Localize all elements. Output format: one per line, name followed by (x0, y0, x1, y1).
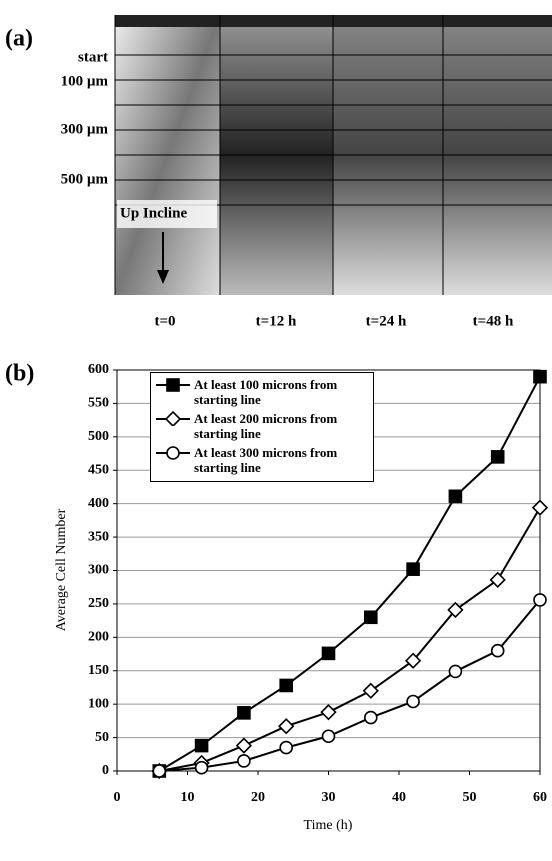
column-label: t=48 h (473, 313, 514, 329)
marker (489, 571, 506, 588)
series-line (159, 599, 541, 772)
y-tick-label: 300 (88, 563, 109, 578)
marker (406, 562, 420, 576)
marker (404, 652, 422, 669)
micrograph (114, 15, 552, 295)
column-label: t=12 h (256, 313, 297, 329)
legend-label: At least 100 microns from starting line (194, 377, 338, 407)
series-line (159, 507, 541, 772)
legend-entry: At least 100 microns from starting line (155, 377, 369, 407)
plot-frame (116, 369, 541, 772)
marker (237, 754, 251, 768)
marker (166, 446, 180, 460)
marker (194, 760, 209, 775)
y-tick-label: 250 (88, 596, 109, 611)
marker (321, 729, 336, 744)
x-tick-label: 40 (392, 790, 406, 805)
marker (490, 643, 505, 658)
series-line (158, 376, 541, 772)
marker (363, 710, 378, 725)
column-label: t=0 (154, 313, 175, 329)
marker (448, 664, 463, 679)
marker (533, 369, 547, 384)
marker (362, 682, 379, 699)
legend-key (156, 411, 190, 426)
marker (194, 738, 209, 753)
marker (278, 718, 295, 735)
annotation: Up Incline (120, 205, 187, 221)
marker (447, 601, 464, 619)
marker (152, 764, 167, 778)
y-tick-label: 600 (88, 362, 109, 377)
marker (166, 378, 180, 392)
x-tick-label: 0 (114, 790, 121, 805)
marker (164, 411, 182, 426)
x-tick-label: 30 (322, 790, 336, 805)
marker (490, 450, 505, 464)
row-label: 500 µm (61, 171, 109, 187)
x-tick-label: 50 (463, 790, 477, 805)
y-tick-label: 100 (88, 696, 109, 711)
x-axis-title: Time (h) (304, 818, 353, 833)
legend: At least 100 microns from starting line A… (150, 372, 374, 482)
marker (321, 646, 336, 661)
legend-entry: At least 200 microns from starting line (155, 411, 369, 441)
row-label: start (78, 49, 108, 65)
x-tick-label: 60 (533, 790, 547, 805)
panel-label: (b) (5, 361, 34, 387)
marker (533, 593, 547, 607)
marker (531, 499, 549, 516)
marker (237, 706, 251, 720)
marker (320, 704, 337, 721)
marker (448, 489, 463, 504)
legend-label: At least 300 microns from starting line (194, 445, 338, 475)
y-tick-label: 350 (88, 529, 109, 544)
row-label: 300 µm (61, 121, 109, 137)
y-tick-label: 400 (88, 496, 109, 511)
row-label: 100 µm (61, 73, 109, 89)
marker (406, 694, 420, 709)
x-tick-label: 10 (181, 790, 195, 805)
marker (363, 610, 378, 625)
y-tick-label: 50 (95, 730, 109, 745)
marker (235, 737, 253, 754)
y-tick-label: 550 (88, 396, 109, 411)
legend-entry: At least 300 microns from starting line (155, 445, 369, 475)
marker (279, 678, 294, 693)
y-axis-title: Average Cell Number (54, 508, 69, 631)
legend-key (156, 446, 190, 460)
y-tick-label: 150 (88, 663, 109, 678)
marker (279, 740, 294, 755)
y-tick-label: 500 (88, 429, 109, 444)
y-tick-label: 450 (88, 462, 109, 477)
legend-label: At least 200 microns from starting line (194, 411, 338, 441)
y-tick-label: 200 (88, 630, 109, 645)
column-label: t=24 h (366, 313, 407, 329)
legend-key (156, 378, 190, 392)
y-tick-label: 0 (102, 763, 109, 778)
panel-label: (a) (5, 26, 33, 52)
x-tick-label: 20 (251, 790, 265, 805)
